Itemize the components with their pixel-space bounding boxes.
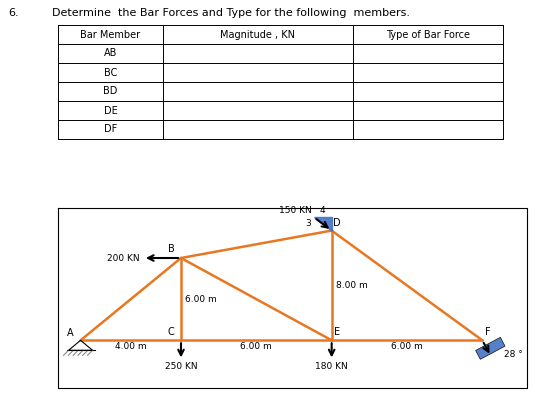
Text: 8.00 m: 8.00 m xyxy=(335,281,368,290)
Text: DE: DE xyxy=(104,106,117,116)
Text: BD: BD xyxy=(103,87,118,96)
Text: Bar Member: Bar Member xyxy=(80,29,141,39)
Text: AB: AB xyxy=(104,48,117,58)
Text: 4.00 m: 4.00 m xyxy=(115,342,147,351)
Text: BC: BC xyxy=(104,67,117,77)
Text: C: C xyxy=(167,327,174,337)
Text: DF: DF xyxy=(104,125,117,135)
Text: 150 KN: 150 KN xyxy=(279,206,312,215)
Text: 250 KN: 250 KN xyxy=(165,362,197,371)
Text: 180 KN: 180 KN xyxy=(315,362,348,371)
Text: E: E xyxy=(334,327,340,337)
Text: B: B xyxy=(167,244,174,254)
Text: 6.00 m: 6.00 m xyxy=(185,295,217,303)
Text: Determine  the Bar Forces and Type for the following  members.: Determine the Bar Forces and Type for th… xyxy=(52,8,410,18)
Text: Magnitude , KN: Magnitude , KN xyxy=(220,29,295,39)
Text: 6.: 6. xyxy=(8,8,19,18)
Text: F: F xyxy=(485,327,490,337)
Text: Type of Bar Force: Type of Bar Force xyxy=(386,29,470,39)
Text: 28 °: 28 ° xyxy=(505,350,523,359)
Text: 4: 4 xyxy=(320,206,326,215)
Text: 6.00 m: 6.00 m xyxy=(240,342,272,351)
Text: 3: 3 xyxy=(305,220,311,229)
Polygon shape xyxy=(314,217,332,231)
Text: 6.00 m: 6.00 m xyxy=(391,342,423,351)
Polygon shape xyxy=(476,337,505,359)
Text: 200 KN: 200 KN xyxy=(108,253,140,262)
Text: A: A xyxy=(67,328,74,338)
Text: D: D xyxy=(333,218,340,228)
